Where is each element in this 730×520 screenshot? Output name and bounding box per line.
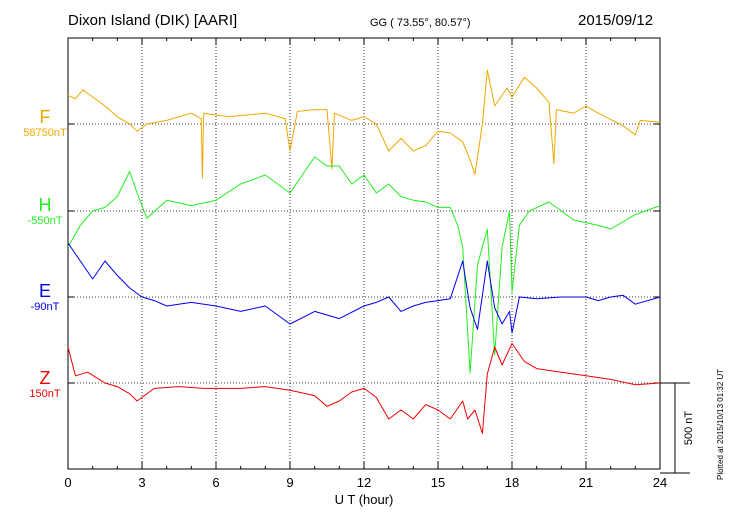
x-tick-label: 12 bbox=[357, 475, 371, 490]
x-tick-label: 15 bbox=[431, 475, 445, 490]
channel-name: Z bbox=[39, 368, 51, 388]
channel-name: F bbox=[39, 107, 51, 127]
station-coordinates: GG ( 73.55°, 80.57°) bbox=[370, 17, 471, 29]
x-tick-label: 9 bbox=[286, 475, 293, 490]
channel-name: H bbox=[38, 195, 52, 215]
x-tick-label: 0 bbox=[64, 475, 71, 490]
channel-label-z: Z 150nT bbox=[15, 368, 75, 401]
scale-bar-label: 500 nT bbox=[683, 411, 695, 446]
channel-label-e: E -90nT bbox=[15, 281, 75, 314]
series-line-f bbox=[67, 69, 661, 179]
x-tick-label: 18 bbox=[505, 475, 519, 490]
x-tick-label: 24 bbox=[653, 475, 667, 490]
plot-date: 2015/09/12 bbox=[578, 12, 654, 29]
station-title: Dixon Island (DIK) [AARI] bbox=[68, 12, 238, 29]
x-tick-label: 6 bbox=[212, 475, 219, 490]
x-tick-label: 21 bbox=[579, 475, 593, 490]
series-line-z bbox=[67, 342, 661, 434]
channel-baseline: -90nT bbox=[30, 301, 60, 313]
x-axis-label: U T (hour) bbox=[335, 492, 394, 507]
series-line-e bbox=[67, 242, 661, 334]
channel-label-h: H -550nT bbox=[15, 195, 75, 228]
series-line-h bbox=[67, 156, 661, 374]
x-tick-label: 3 bbox=[138, 475, 145, 490]
channel-baseline: -550nT bbox=[27, 215, 63, 227]
channel-name: E bbox=[38, 281, 51, 301]
channel-label-f: F 58750nT bbox=[15, 107, 75, 140]
plotted-timestamp: Plotted at 2015/10/13 01:32 UT bbox=[716, 368, 725, 480]
channel-baseline: 58750nT bbox=[23, 127, 67, 139]
channel-baseline: 150nT bbox=[29, 388, 61, 400]
